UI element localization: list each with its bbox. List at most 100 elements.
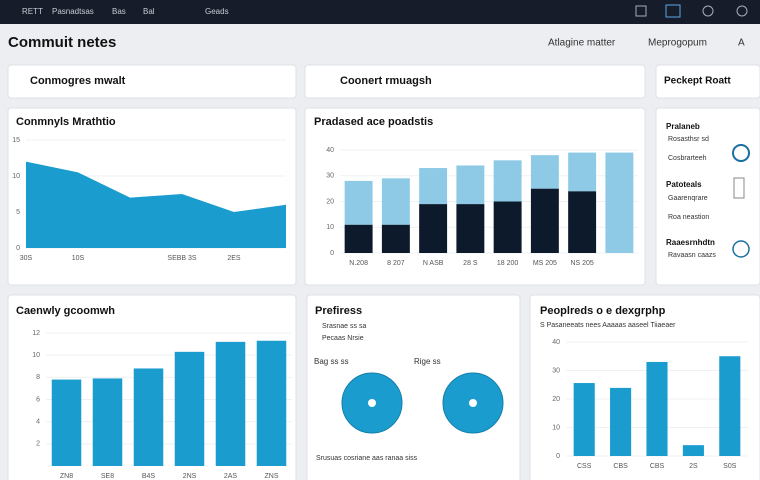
x-tick-label: 2NS (183, 473, 197, 480)
y-tick-label: 2 (36, 441, 40, 448)
item-line: Ravaasn caazs (668, 252, 716, 259)
y-tick-label: 0 (16, 245, 20, 252)
y-tick-label: 4 (36, 419, 40, 426)
x-tick-label: N ASB (423, 260, 444, 267)
card-title: Peckept Roatt (664, 76, 731, 87)
panel-subtitle: S Pasaneeats nees Aaaaas aaseel Tiiaeaer (540, 322, 676, 329)
bar (174, 351, 205, 466)
icon[interactable] (732, 144, 750, 162)
x-tick-label: CBS (650, 463, 665, 470)
x-tick-label: MS 205 (533, 260, 557, 267)
x-tick-label: 30S (20, 255, 33, 262)
x-tick-label: 8 207 (387, 260, 405, 267)
bar-segment (568, 152, 597, 192)
nav-item[interactable]: Bal (143, 7, 155, 16)
bar-segment (344, 224, 373, 253)
x-tick-label: CBS (613, 463, 628, 470)
icon[interactable] (733, 177, 745, 199)
bar (682, 445, 704, 456)
bar-segment (381, 178, 410, 225)
initial[interactable]: A (738, 38, 745, 49)
panel-title: Prefiress (315, 305, 362, 317)
pie-label: Rige ss (414, 357, 441, 366)
top-bar (0, 0, 760, 24)
icon[interactable] (665, 4, 681, 18)
item-line: Roa neastion (668, 214, 709, 221)
y-tick-label: 10 (552, 424, 560, 431)
bar-segment (456, 204, 485, 253)
panel (306, 294, 521, 480)
x-tick-label: ZNS (265, 473, 279, 480)
legend-item: Pecaas Nrsie (322, 335, 364, 342)
legend-item: Srasnae ss sa (322, 323, 366, 330)
card-title: Coonert rmuagsh (340, 75, 432, 87)
y-tick-label: 30 (552, 367, 560, 374)
bar-segment (568, 191, 597, 253)
pie-hole (368, 399, 376, 407)
nav-item[interactable]: Bas (112, 7, 126, 16)
x-tick-label: 28 S (463, 260, 478, 267)
bar (573, 383, 595, 456)
y-tick-label: 10 (12, 173, 20, 180)
y-tick-label: 40 (552, 339, 560, 346)
filter[interactable]: Atlagine matter (548, 38, 616, 49)
bar-segment (456, 165, 485, 205)
y-tick-label: 10 (326, 224, 334, 231)
y-tick-label: 40 (326, 147, 334, 154)
item-title: Pralaneb (666, 122, 700, 131)
bar-segment (344, 180, 373, 225)
icon[interactable] (702, 5, 714, 17)
panel-title: Conmnyls Mrathtio (16, 116, 116, 128)
y-tick-label: 30 (326, 173, 334, 180)
bar (646, 361, 668, 456)
y-tick-label: 8 (36, 374, 40, 381)
x-tick-label: SEBB 3S (167, 255, 197, 262)
bar (51, 379, 82, 466)
y-tick-label: 0 (330, 250, 334, 257)
bar-segment (419, 168, 448, 205)
pie-footer: Srusuas cosriane aas ranaa siss (316, 455, 418, 462)
bar-segment (530, 188, 559, 253)
card (7, 64, 297, 99)
nav-item[interactable]: Pasnadtsas (52, 7, 94, 16)
item-title: Patoteals (666, 180, 702, 189)
y-tick-label: 6 (36, 396, 40, 403)
bar (610, 387, 632, 456)
user[interactable]: Meprogopum (648, 38, 707, 49)
nav-item[interactable]: Geads (205, 7, 229, 16)
x-tick-label: B4S (142, 473, 156, 480)
pie-label: Bag ss ss (314, 357, 349, 366)
x-tick-label: ZN8 (60, 473, 73, 480)
icon[interactable] (635, 5, 647, 17)
card (304, 64, 646, 99)
item-line: Gaarenqrare (668, 195, 708, 202)
x-tick-label: 2S (689, 463, 698, 470)
x-tick-label: 2AS (224, 473, 238, 480)
x-tick-label: CSS (577, 463, 592, 470)
y-tick-label: 20 (326, 198, 334, 205)
pie-hole (469, 399, 477, 407)
bar-segment (493, 160, 522, 202)
icon[interactable] (736, 5, 748, 17)
panel-title: Pradased ace poadstis (314, 116, 433, 128)
y-tick-label: 12 (32, 330, 40, 337)
item-title: Raaesrnhdtn (666, 238, 715, 247)
y-tick-label: 15 (12, 137, 20, 144)
nav-item[interactable]: RETT (22, 7, 43, 16)
bar (256, 340, 287, 466)
item-line: Cosbrarteeh (668, 155, 707, 162)
item-line: Rosasthsr sd (668, 136, 709, 143)
x-tick-label: NS 205 (570, 260, 593, 267)
card-title: Conmogres mwalt (30, 75, 126, 87)
panel-title: Peoplreds o e dexgrphp (540, 305, 666, 317)
icon[interactable] (732, 240, 750, 258)
bar (92, 378, 123, 466)
bar (133, 368, 164, 466)
x-tick-label: S0S (723, 463, 737, 470)
page-title: Commuit netes (8, 34, 116, 51)
bar-segment (530, 155, 559, 189)
x-tick-label: 18 200 (497, 260, 519, 267)
x-tick-label: N.208 (349, 260, 368, 267)
panel-title: Caenwly gcoomwh (16, 305, 115, 317)
